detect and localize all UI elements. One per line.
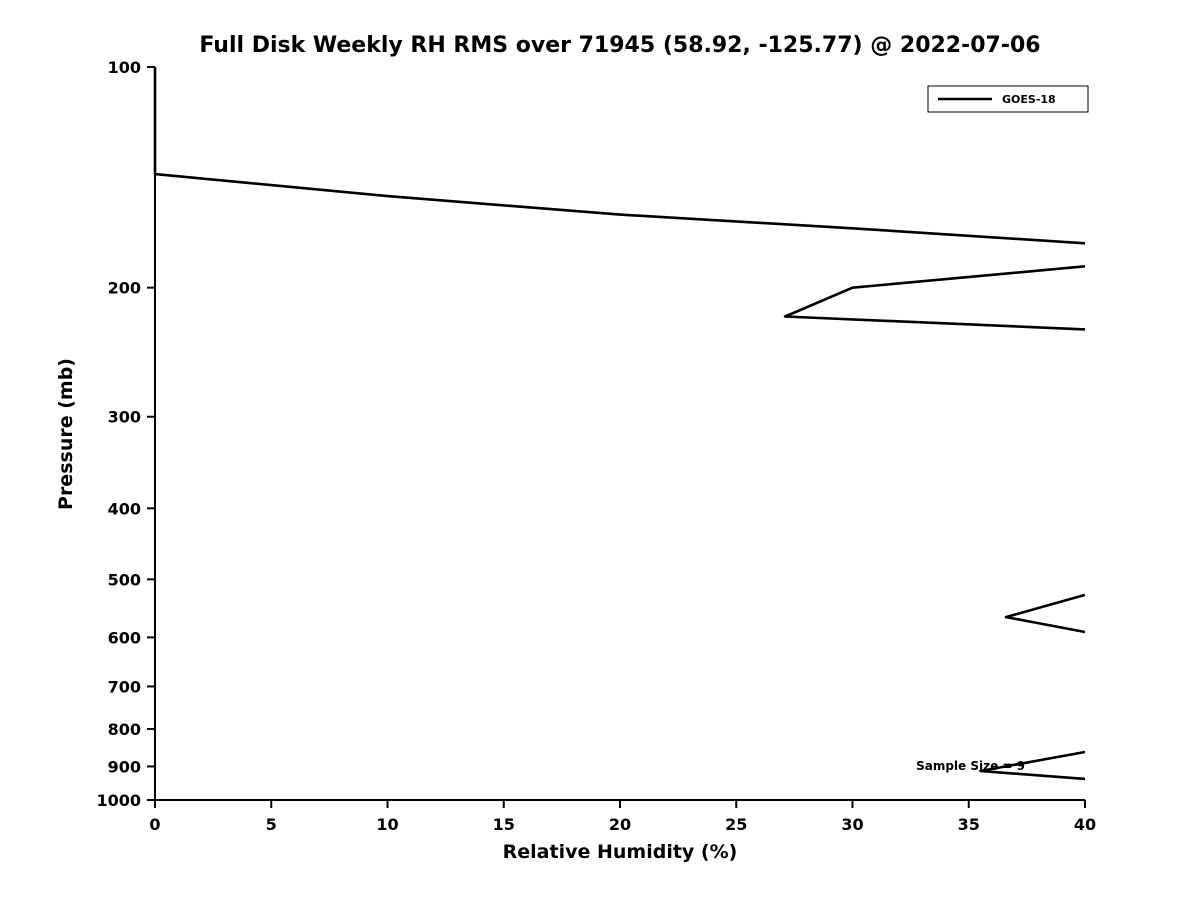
y-tick-label: 200 <box>108 279 141 298</box>
series-line-goes-18 <box>979 750 1086 781</box>
y-tick-label: 500 <box>108 570 141 589</box>
x-tick-label: 0 <box>149 815 160 834</box>
tick-labels: 0 5 10 15 20 25 30 35 40 100 200 300 400 500 600 700 800… <box>96 58 1096 834</box>
y-tick-label: 700 <box>108 677 141 696</box>
y-tick-label: 300 <box>108 408 141 427</box>
y-tick-label: 600 <box>108 628 141 647</box>
x-tick-label: 40 <box>1074 815 1096 834</box>
y-tick-label: 800 <box>108 720 141 739</box>
chart-title: Full Disk Weekly RH RMS over 71945 (58.9… <box>199 33 1040 58</box>
y-tick-label: 1000 <box>96 791 141 810</box>
series-line-goes-18 <box>153 67 1086 245</box>
x-tick-label: 15 <box>493 815 515 834</box>
series-line-goes-18 <box>783 265 1086 331</box>
y-axis-label: Pressure (mb) <box>55 358 77 510</box>
y-tick-label: 900 <box>108 757 141 776</box>
legend-label: GOES-18 <box>1002 93 1056 106</box>
data-series-lines <box>153 67 1086 781</box>
tick-marks <box>147 66 1086 808</box>
x-tick-label: 20 <box>609 815 631 834</box>
y-tick-label: 100 <box>108 58 141 77</box>
x-tick-label: 25 <box>725 815 747 834</box>
series-line-goes-18 <box>1004 593 1086 634</box>
x-tick-label: 30 <box>841 815 863 834</box>
x-tick-label: 5 <box>266 815 277 834</box>
sample-size-annotation: Sample Size = 9 <box>916 759 1025 773</box>
y-tick-label: 400 <box>108 499 141 518</box>
legend: GOES-18 <box>927 85 1089 113</box>
axes <box>154 67 1085 801</box>
x-tick-label: 35 <box>958 815 980 834</box>
x-axis-label: Relative Humidity (%) <box>503 841 738 863</box>
x-tick-label: 10 <box>376 815 398 834</box>
